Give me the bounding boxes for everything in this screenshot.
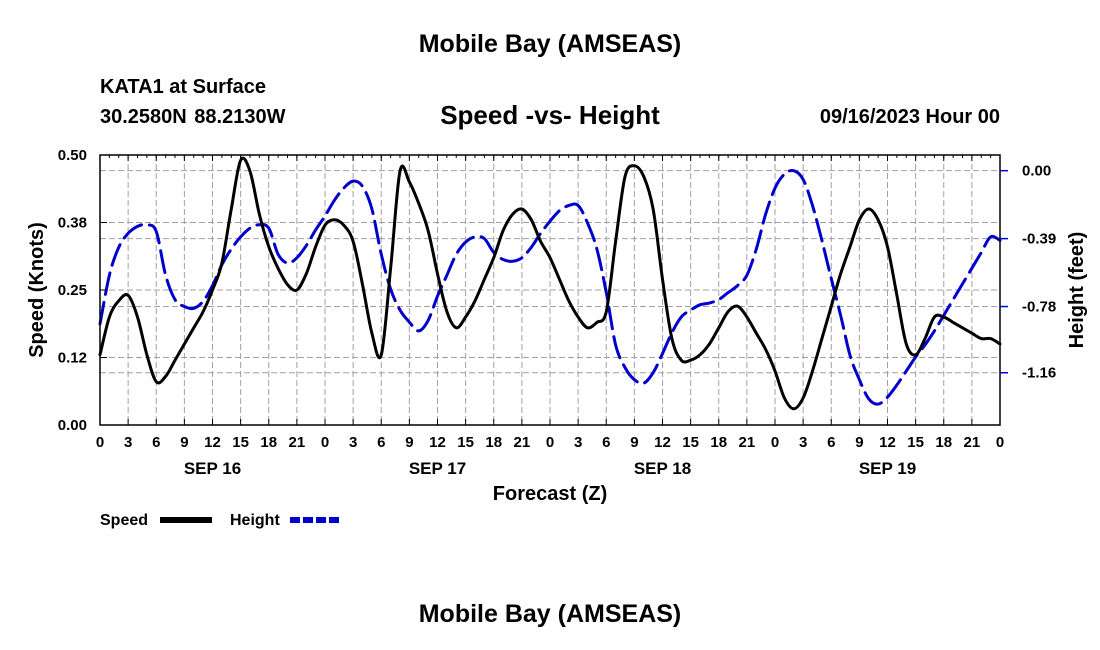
series-line-speed <box>98 156 1002 411</box>
x-tick-label: 3 <box>124 434 132 451</box>
x-tick-label: 6 <box>152 434 160 451</box>
axes: 0 3 6 9 12 15 18 21 0 3 6 9 12 15 18 21 0 3 6 9 12 15 18 21 0 3 6 9… <box>58 147 1056 478</box>
series <box>98 156 1002 411</box>
x-tick-label: 18 <box>935 434 952 451</box>
y-axis-right-label: Height (feet) <box>1066 232 1088 349</box>
x-tick-label: 9 <box>630 434 638 451</box>
y-axis-left-label: Speed (Knots) <box>26 222 48 358</box>
main-title: Mobile Bay (AMSEAS) <box>418 30 682 58</box>
x-tick-label: 21 <box>514 434 531 451</box>
x-tick-label: 0 <box>321 434 329 451</box>
x-tick-label: 0 <box>996 434 1004 451</box>
series-line-height <box>98 168 1002 406</box>
x-tick-label: 9 <box>405 434 413 451</box>
date-label: SEP 17 <box>409 459 466 478</box>
x-tick-label: 0 <box>771 434 779 451</box>
y-left-tick-label: 0.38 <box>58 215 87 232</box>
x-tick-label: 18 <box>710 434 727 451</box>
y-right-tick-label: -0.78 <box>1022 299 1056 316</box>
x-tick-label: 3 <box>574 434 582 451</box>
x-tick-label: 21 <box>289 434 306 451</box>
legend-speed-label: Speed <box>100 512 148 529</box>
x-tick-label: 3 <box>799 434 807 451</box>
x-tick-label: 15 <box>907 434 924 451</box>
y-right-tick-label: 0.00 <box>1022 163 1051 180</box>
x-tick-label: 12 <box>204 434 221 451</box>
x-tick-label: 15 <box>682 434 699 451</box>
x-tick-label: 3 <box>349 434 357 451</box>
x-tick-label: 15 <box>232 434 249 451</box>
x-tick-label: 15 <box>457 434 474 451</box>
station-name: KATA1 at Surface <box>100 76 266 98</box>
station-coordinates: 30.2580N 88.2130W <box>100 106 286 128</box>
date-label: SEP 19 <box>859 459 916 478</box>
y-left-tick-label: 0.12 <box>58 350 87 367</box>
x-tick-label: 12 <box>879 434 896 451</box>
date-label: SEP 16 <box>184 459 241 478</box>
y-right-tick-label: -1.16 <box>1022 365 1056 382</box>
x-tick-label: 9 <box>180 434 188 451</box>
x-tick-label: 9 <box>855 434 863 451</box>
x-tick-label: 21 <box>739 434 756 451</box>
footer-title: Mobile Bay (AMSEAS) <box>418 600 682 628</box>
x-tick-label: 6 <box>602 434 610 451</box>
x-tick-label: 12 <box>429 434 446 451</box>
legend: Speed Height <box>100 512 342 529</box>
x-tick-label: 0 <box>546 434 554 451</box>
x-tick-label: 0 <box>96 434 104 451</box>
x-tick-label: 18 <box>260 434 277 451</box>
x-axis-label: Forecast (Z) <box>493 483 607 505</box>
date-label: SEP 18 <box>634 459 691 478</box>
x-tick-label: 6 <box>377 434 385 451</box>
y-right-tick-label: -0.39 <box>1022 231 1056 248</box>
x-tick-label: 6 <box>827 434 835 451</box>
y-left-tick-label: 0.00 <box>58 417 87 434</box>
x-tick-label: 12 <box>654 434 671 451</box>
x-tick-label: 18 <box>485 434 502 451</box>
x-tick-label: 21 <box>964 434 981 451</box>
chart-subtitle: Speed -vs- Height <box>440 100 660 130</box>
legend-height-label: Height <box>230 512 280 529</box>
forecast-datetime: 09/16/2023 Hour 00 <box>819 106 1000 128</box>
y-left-tick-label: 0.25 <box>58 282 87 299</box>
y-left-tick-label: 0.50 <box>58 147 87 164</box>
